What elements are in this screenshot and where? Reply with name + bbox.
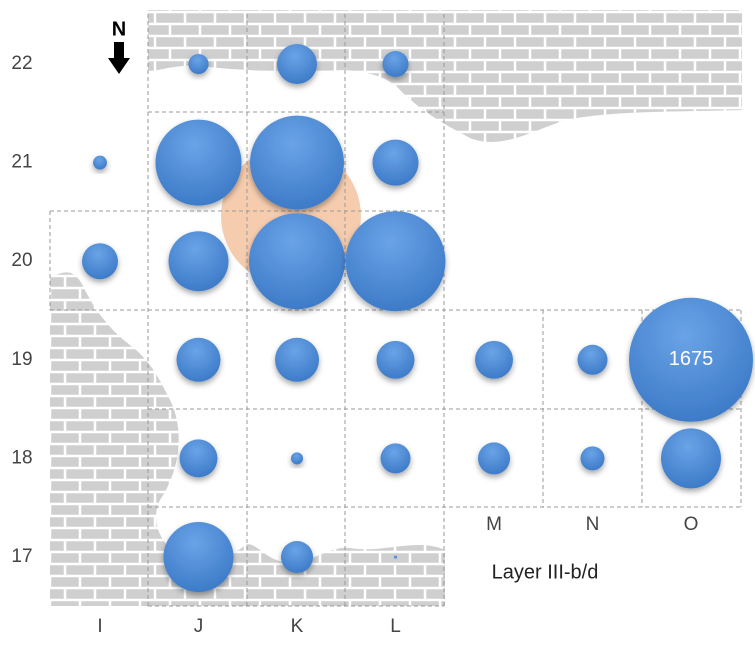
bubble <box>176 337 221 382</box>
y-tick-label: 17 <box>11 546 32 567</box>
bubble <box>577 344 608 375</box>
wall-bottom-left <box>50 272 445 606</box>
bubble <box>163 521 234 593</box>
y-tick-label: 18 <box>11 447 32 468</box>
wall-top <box>148 10 742 142</box>
bubble <box>661 428 721 489</box>
x-tick-label: N <box>586 514 600 535</box>
x-tick-label: M <box>486 514 502 535</box>
y-tick-label: 20 <box>11 250 32 271</box>
bubble <box>155 119 242 206</box>
bubble <box>248 213 346 310</box>
bubble <box>380 443 411 474</box>
bubble <box>629 297 753 422</box>
bubble <box>179 439 218 478</box>
bubble <box>82 243 118 280</box>
y-tick-label: 19 <box>11 349 32 370</box>
bubble <box>277 44 317 84</box>
bubble <box>188 53 209 75</box>
bubble <box>475 340 513 379</box>
bubble <box>345 211 446 312</box>
x-tick-label: L <box>390 616 401 637</box>
data-label: 1675 <box>669 348 714 370</box>
north-label: N <box>112 18 126 40</box>
bubble <box>274 337 320 382</box>
bubble <box>477 442 511 475</box>
x-tick-label: O <box>684 514 699 535</box>
bubble <box>382 50 409 78</box>
bubble <box>280 540 314 574</box>
y-tick-label: 22 <box>11 53 32 74</box>
bubble <box>393 555 398 559</box>
bubble <box>290 452 304 465</box>
bubble <box>250 115 344 210</box>
x-tick-label: I <box>97 616 102 637</box>
bubble <box>93 155 107 170</box>
north-arrow-shape <box>108 42 130 74</box>
north-arrow: N <box>108 18 130 74</box>
annotation: Layer III-b/d <box>492 561 599 583</box>
bubble <box>376 340 415 379</box>
y-tick-label: 21 <box>11 152 32 173</box>
x-tick-label: J <box>194 616 204 637</box>
bubble <box>580 446 605 471</box>
walls <box>50 10 742 606</box>
bubble <box>168 231 229 292</box>
bubble <box>372 139 419 186</box>
x-tick-label: K <box>291 616 304 637</box>
